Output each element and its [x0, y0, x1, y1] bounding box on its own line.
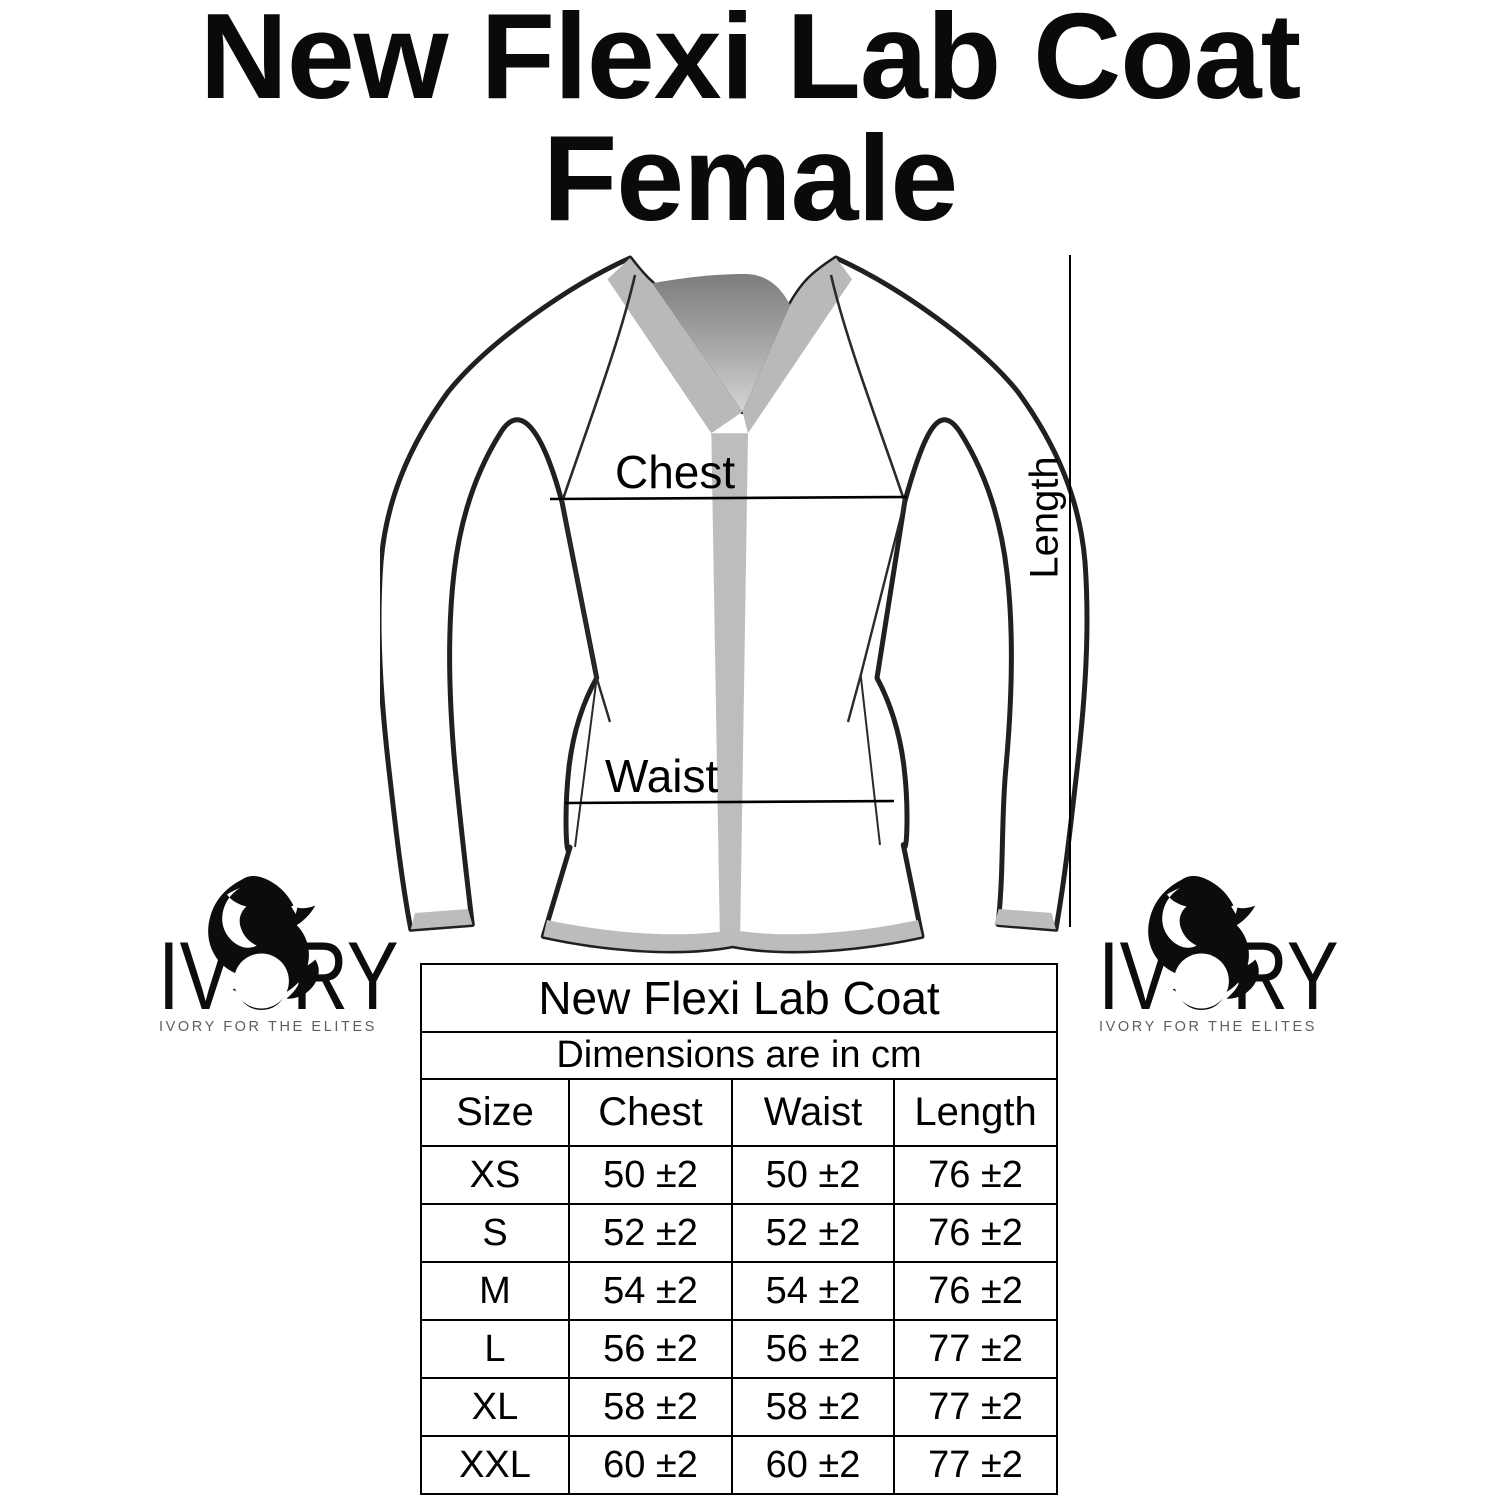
svg-text:Chest: Chest	[615, 446, 735, 498]
svg-text:Waist: Waist	[605, 750, 719, 802]
